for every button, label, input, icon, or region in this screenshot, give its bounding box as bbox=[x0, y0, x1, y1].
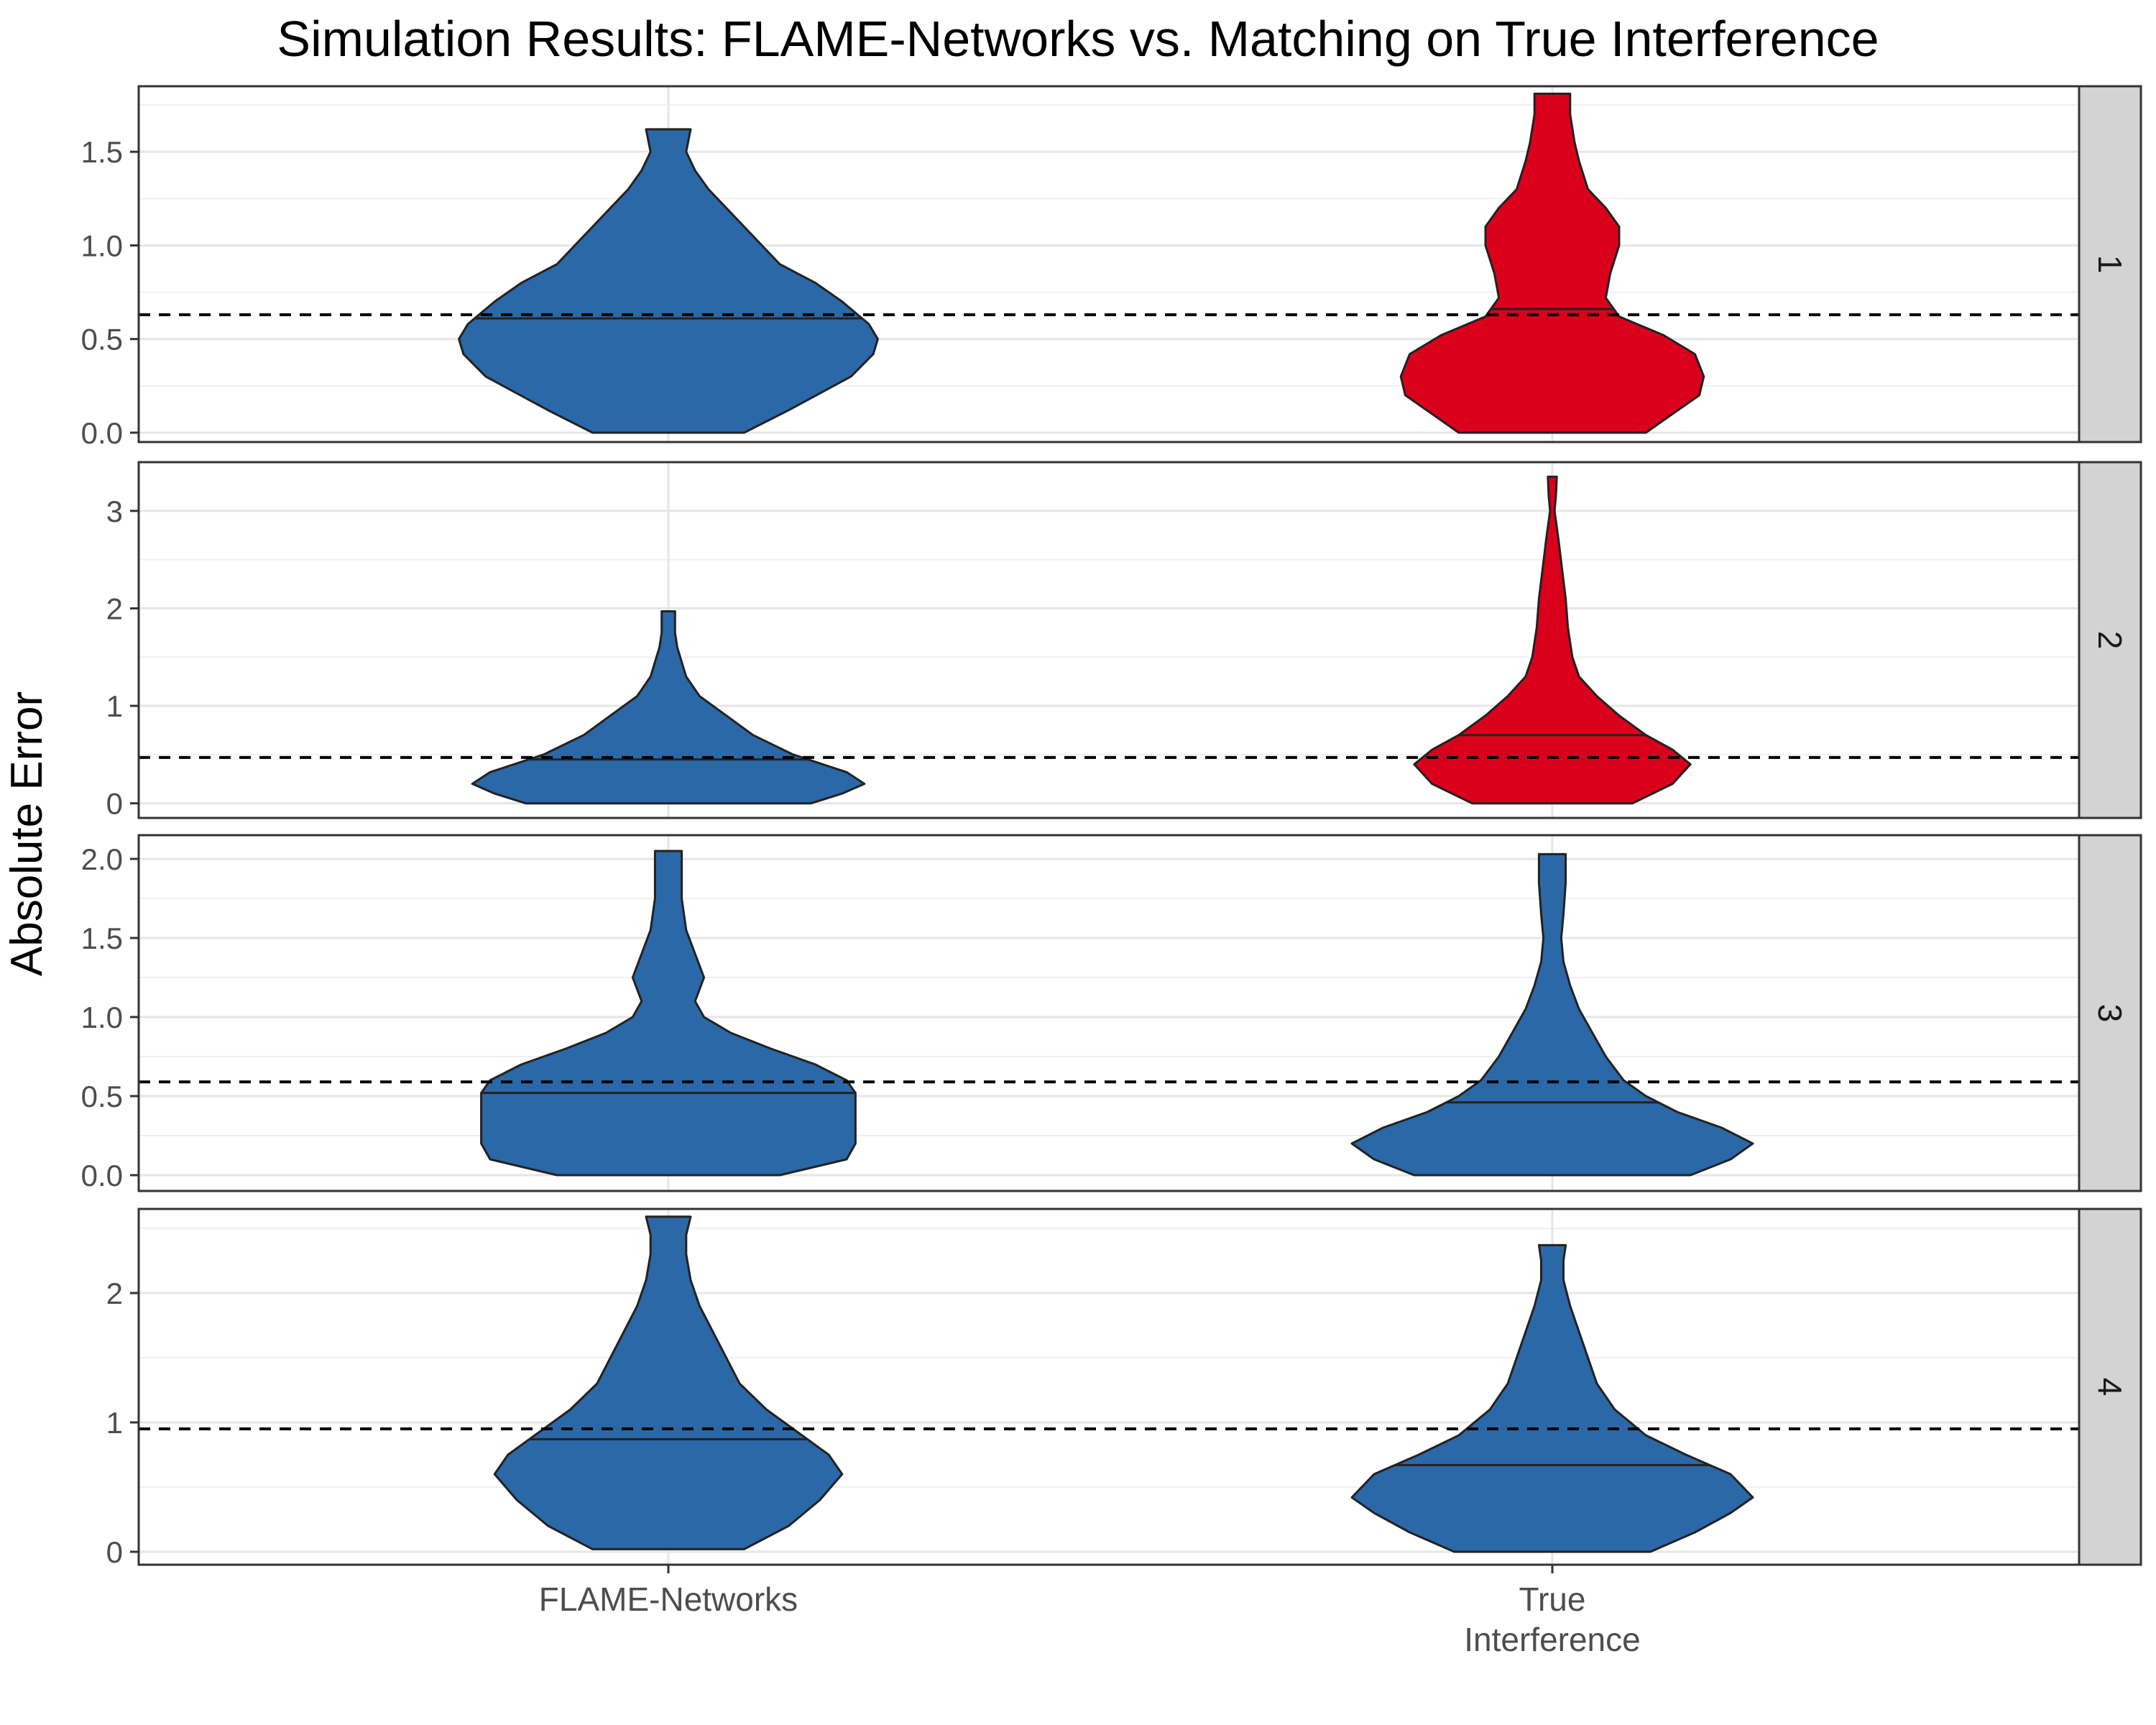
y-tick-label: 1 bbox=[106, 689, 123, 723]
facet-panel-3: 0.0 0.5 1.0 1.5 2.0 3 bbox=[81, 834, 2142, 1192]
facet-strip bbox=[2078, 834, 2142, 1192]
facet-strip bbox=[2078, 461, 2142, 819]
y-tick-label: 1.0 bbox=[81, 229, 123, 262]
y-tick-label: 0 bbox=[106, 1535, 123, 1569]
y-axis-label: Absolute Error bbox=[2, 691, 52, 976]
facet-strip bbox=[2078, 85, 2142, 443]
panel-background bbox=[139, 1209, 2079, 1565]
violin-flame bbox=[493, 1215, 844, 1550]
y-tick-label: 2.0 bbox=[81, 842, 123, 876]
y-tick-label: 0.0 bbox=[81, 416, 123, 450]
y-tick-label: 2 bbox=[106, 1276, 123, 1310]
y-tick-label: 1 bbox=[106, 1406, 123, 1440]
facet-panels: 0.0 0.5 1.0 1.5 1 0 1 2 3 2 0.0 0.5 1.0 1.5 2.0 3 0 1 2 4 bbox=[81, 85, 2142, 1569]
violin-true bbox=[1413, 475, 1692, 805]
violin-flame bbox=[458, 128, 879, 434]
violin-flame bbox=[471, 610, 866, 805]
y-tick-label: 2 bbox=[106, 592, 123, 625]
facet-strip bbox=[2078, 1208, 2142, 1566]
panel-background bbox=[139, 835, 2079, 1191]
facet-strip-label: 1 bbox=[2091, 255, 2129, 274]
facet-strip-label: 2 bbox=[2091, 631, 2129, 650]
violin-true bbox=[1399, 92, 1705, 434]
violin-true bbox=[1350, 852, 1754, 1177]
panel-background bbox=[139, 86, 2079, 442]
facet-strip-label: 4 bbox=[2091, 1378, 2129, 1397]
y-tick-label: 1.5 bbox=[81, 921, 123, 955]
chart-title: Simulation Results: FLAME-Networks vs. M… bbox=[277, 11, 1879, 67]
y-tick-label: 0.5 bbox=[81, 323, 123, 356]
x-tick-label-true: Interference bbox=[1464, 1621, 1640, 1658]
facet-panel-4: 0 1 2 4 bbox=[106, 1208, 2142, 1569]
y-tick-label: 0.0 bbox=[81, 1159, 123, 1192]
x-tick-label-flame: FLAME-Networks bbox=[539, 1581, 798, 1618]
y-tick-label: 0.5 bbox=[81, 1080, 123, 1113]
facet-strip-label: 3 bbox=[2091, 1004, 2129, 1023]
x-tick-label-true: True bbox=[1519, 1581, 1586, 1618]
y-tick-label: 1.0 bbox=[81, 1000, 123, 1034]
y-tick-label: 0 bbox=[106, 787, 123, 821]
y-tick-label: 1.5 bbox=[81, 135, 123, 169]
y-tick-label: 3 bbox=[106, 494, 123, 528]
violin-true bbox=[1350, 1243, 1754, 1553]
facet-panel-1: 0.0 0.5 1.0 1.5 1 bbox=[81, 85, 2142, 450]
panel-background bbox=[139, 462, 2079, 818]
facet-panel-2: 0 1 2 3 2 bbox=[106, 461, 2142, 821]
